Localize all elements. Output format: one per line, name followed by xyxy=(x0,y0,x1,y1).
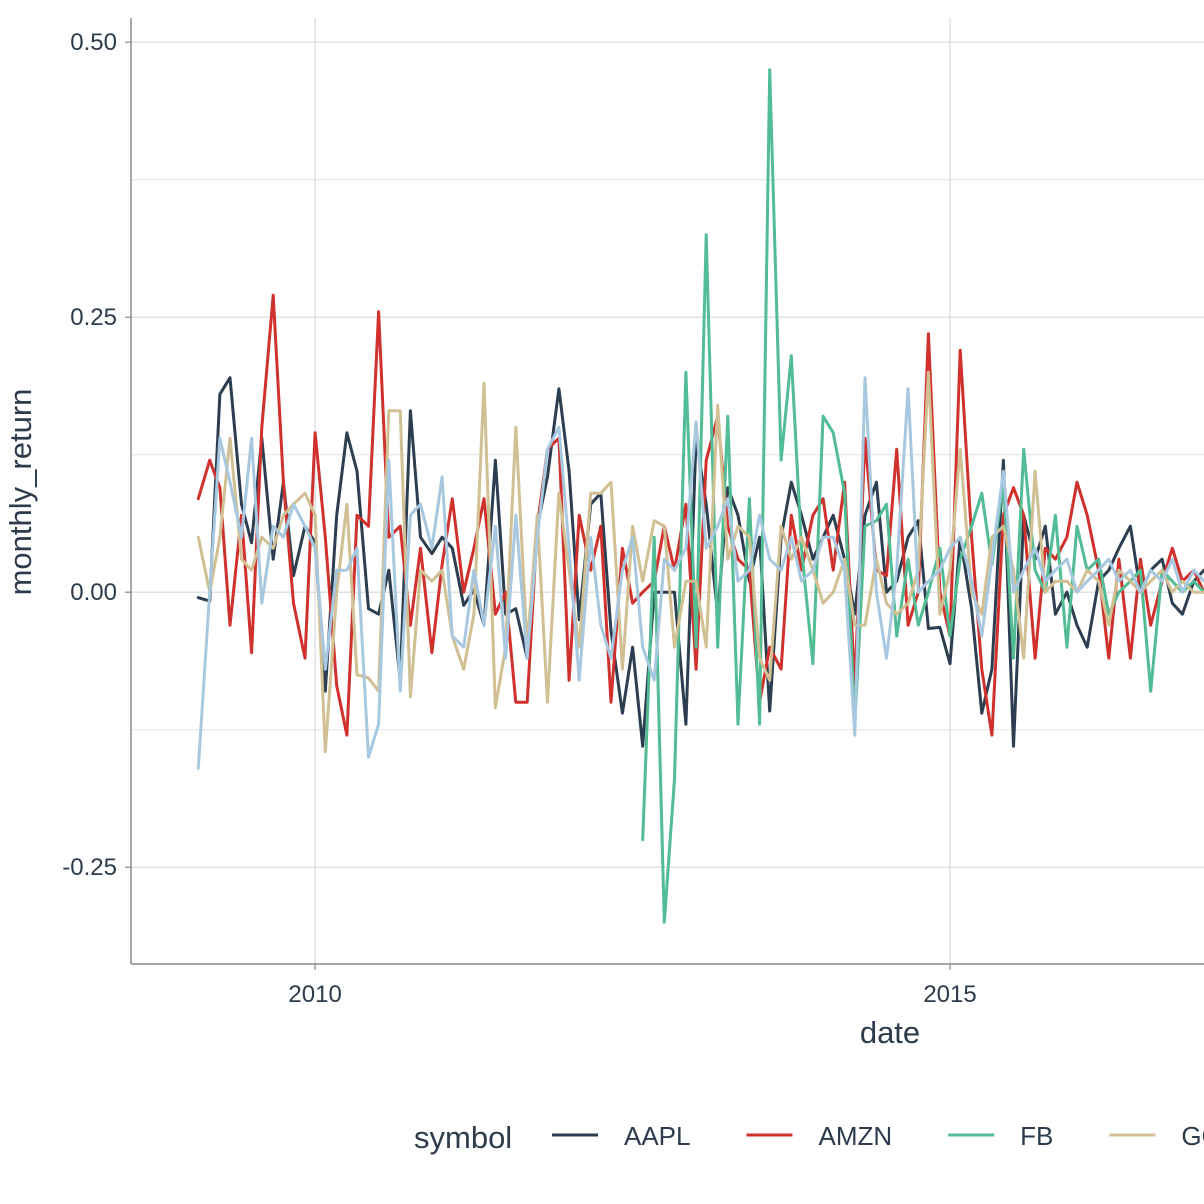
x-tick-label: 2010 xyxy=(288,981,341,1008)
x-axis-ticks: 2010 2015 xyxy=(288,964,977,1008)
legend-title: symbol xyxy=(414,1120,512,1155)
x-tick-label: 2015 xyxy=(923,981,976,1008)
axis-frame xyxy=(130,18,1204,965)
series-line-amzn xyxy=(196,293,1204,737)
series-line-nflx xyxy=(196,376,1204,770)
y-tick-label: 0.25 xyxy=(70,304,117,331)
legend: symbol AAPLAMZNFBGOOGNFLX xyxy=(414,1120,1204,1155)
series-lines xyxy=(196,68,1204,924)
legend-item-goog: GOOG xyxy=(1109,1121,1204,1151)
legend-label: FB xyxy=(1020,1121,1053,1151)
series-line-goog xyxy=(196,370,1204,754)
y-tick-label: 0.00 xyxy=(70,579,117,606)
legend-item-aapl: AAPL xyxy=(552,1121,691,1151)
x-axis-title: date xyxy=(860,1015,920,1050)
legend-label: GOOG xyxy=(1181,1121,1204,1151)
grid-lines xyxy=(131,18,1204,964)
y-axis-ticks: 0.50 0.25 0.00 -0.25 xyxy=(62,29,131,881)
legend-label: AAPL xyxy=(624,1121,691,1151)
y-tick-label: 0.50 xyxy=(70,29,117,56)
legend-label: AMZN xyxy=(819,1121,893,1151)
y-axis-title: monthly_return xyxy=(3,389,38,596)
y-tick-label: -0.25 xyxy=(62,854,117,881)
legend-item-fb: FB xyxy=(948,1121,1053,1151)
legend-item-amzn: AMZN xyxy=(746,1121,893,1151)
